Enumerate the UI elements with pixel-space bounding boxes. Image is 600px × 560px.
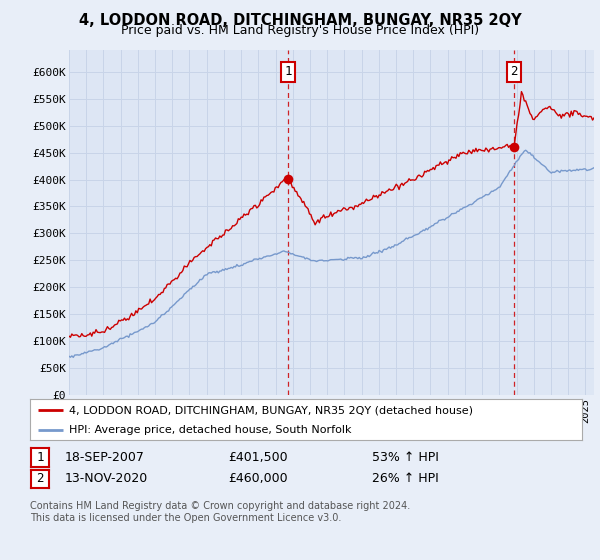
Text: 4, LODDON ROAD, DITCHINGHAM, BUNGAY, NR35 2QY: 4, LODDON ROAD, DITCHINGHAM, BUNGAY, NR3…: [79, 13, 521, 28]
Text: £460,000: £460,000: [228, 472, 287, 486]
Text: 13-NOV-2020: 13-NOV-2020: [64, 472, 148, 486]
Text: £401,500: £401,500: [228, 451, 287, 464]
Text: HPI: Average price, detached house, South Norfolk: HPI: Average price, detached house, Sout…: [68, 424, 351, 435]
Text: 4, LODDON ROAD, DITCHINGHAM, BUNGAY, NR35 2QY (detached house): 4, LODDON ROAD, DITCHINGHAM, BUNGAY, NR3…: [68, 405, 473, 415]
Text: 2: 2: [511, 66, 518, 78]
Text: 26% ↑ HPI: 26% ↑ HPI: [372, 472, 439, 486]
Text: 1: 1: [284, 66, 292, 78]
Text: 53% ↑ HPI: 53% ↑ HPI: [372, 451, 439, 464]
Text: 1: 1: [37, 451, 44, 464]
Text: 18-SEP-2007: 18-SEP-2007: [64, 451, 144, 464]
Text: Price paid vs. HM Land Registry's House Price Index (HPI): Price paid vs. HM Land Registry's House …: [121, 24, 479, 37]
Text: Contains HM Land Registry data © Crown copyright and database right 2024.
This d: Contains HM Land Registry data © Crown c…: [30, 501, 410, 523]
Text: 2: 2: [37, 472, 44, 486]
